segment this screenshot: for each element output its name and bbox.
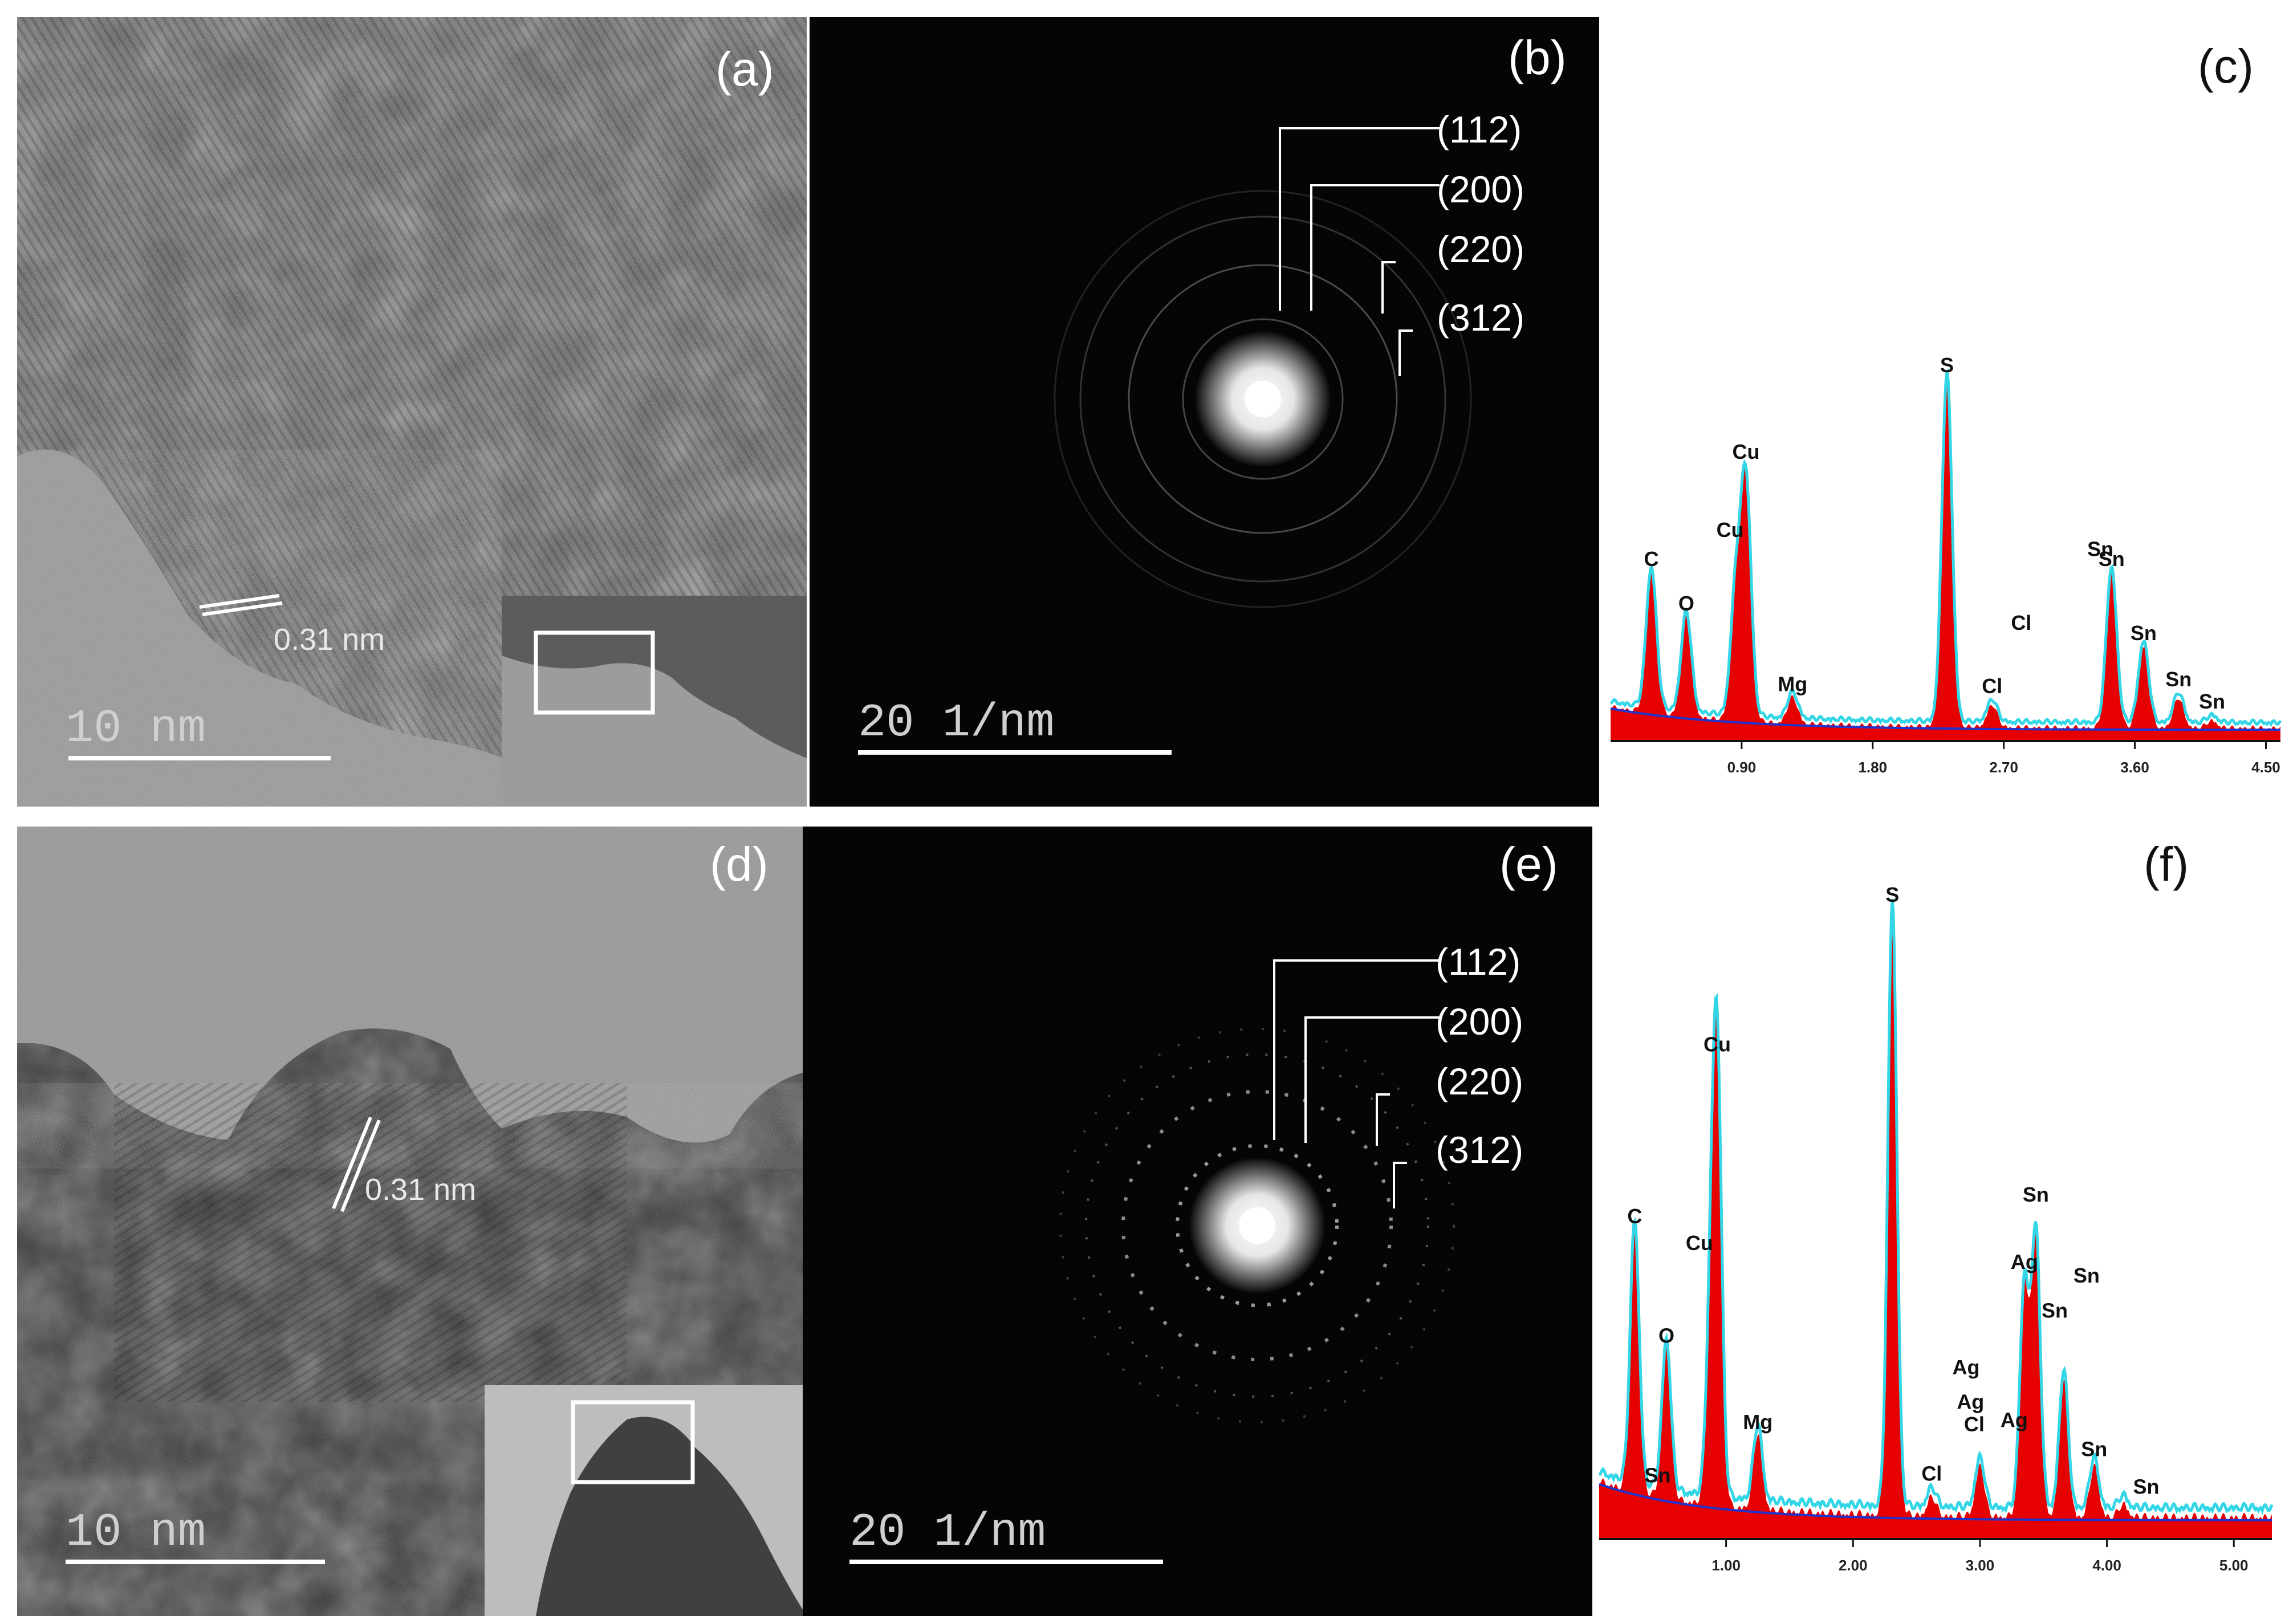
panel-a-letter: (a) [715, 42, 774, 96]
panel-d-lattice-label: 0.31 nm [365, 1173, 476, 1207]
panel-e-saed-pattern: (112) (200) (220) (312) 20 1/nm (e) [803, 827, 1592, 1616]
panel-e-ring-220-leader [1376, 1093, 1390, 1146]
panel-f-x-tick-label: 4.00 [2092, 1557, 2121, 1574]
panel-a-lattice-line [199, 594, 280, 609]
panel-c-peak-label: Sn [2099, 547, 2125, 571]
panel-a-scale-label: 10 nm [66, 702, 206, 755]
panel-c-peak-label: Cu [1717, 518, 1744, 542]
panel-c-peak-label: Mg [1778, 673, 1807, 696]
panel-f-peak-label: Sn [2133, 1475, 2160, 1499]
panel-a-inset-box [534, 630, 655, 715]
panel-c-peak-label: Sn [2131, 621, 2157, 645]
panel-f-x-tick-label: 3.00 [1966, 1557, 1995, 1574]
panel-d-letter: (d) [710, 837, 769, 891]
panel-b-ring-112-leader [1279, 127, 1440, 311]
panel-f-peak-label: Sn [2023, 1183, 2049, 1206]
panel-a-lattice-label: 0.31 nm [274, 622, 385, 657]
panel-f-peak-label: S [1885, 883, 1899, 906]
panel-c-peak-label: S [1940, 353, 1954, 377]
panel-b-ring-112: (112) [1437, 108, 1522, 150]
panel-f-peak-label: Ag [2001, 1408, 2028, 1431]
panel-f-peak-label: O [1658, 1324, 1674, 1348]
panel-c-spectrum-fill [1611, 377, 2280, 741]
panel-f-spectrum-fill [1599, 908, 2272, 1539]
panel-c-spectrum-line [1610, 368, 2282, 727]
panel-f-letter: (f) [2144, 837, 2189, 891]
panel-c-x-tick-label: 3.60 [2120, 759, 2149, 776]
panel-f-peak-label: Cl [1964, 1413, 1985, 1436]
panel-d-scale-label: 10 nm [66, 1506, 206, 1559]
panel-f-peak-label: Ag [1957, 1390, 1984, 1414]
panel-c-x-tick-label: 0.90 [1727, 759, 1757, 776]
panel-c-peak-label: Sn [2087, 538, 2113, 561]
panel-b-ring-312: (312) [1437, 296, 1524, 339]
panel-c-background-line [1610, 707, 2281, 731]
panel-c-letter: (c) [2198, 39, 2254, 93]
panel-f-x-tick-label: 1.00 [1711, 1557, 1741, 1574]
panel-c-peak-label: Sn [2199, 690, 2225, 713]
panel-d-lattice-line [340, 1119, 381, 1212]
panel-c-peak-label: Cl [2011, 611, 2031, 634]
panel-f-peak-label: Cu [1704, 1032, 1731, 1056]
panel-e-letter: (e) [1499, 837, 1558, 891]
panel-b-ring-200-leader [1310, 184, 1440, 311]
panel-f-peak-label: Sn [2074, 1264, 2100, 1287]
panel-c-peak-label: O [1678, 592, 1694, 615]
panel-c-x-tick-label: 4.50 [2251, 759, 2280, 776]
panel-f-peak-label: Cu [1686, 1231, 1713, 1255]
panel-e-ring-200-leader [1304, 1016, 1440, 1143]
panel-f-peak-label: C [1627, 1204, 1642, 1228]
panel-b-saed-pattern: (112) (200) (220) (312) 20 1/nm (b) [810, 17, 1599, 807]
panel-f-spectrum-line [1598, 898, 2274, 1516]
panel-e-ring-220: (220) [1436, 1060, 1523, 1102]
panel-c-peak-label: Cl [1982, 674, 2002, 698]
panel-f-peak-label: Cl [1921, 1462, 1942, 1485]
panel-e-ring-312: (312) [1436, 1129, 1523, 1171]
panel-d-inset-box [571, 1400, 695, 1484]
panel-f-peak-label: Mg [1743, 1410, 1772, 1434]
panel-c-x-tick-label: 2.70 [1989, 759, 2018, 776]
panel-f-peak-label: Sn [2081, 1437, 2107, 1460]
panel-e-scale-label: 20 1/nm [849, 1506, 1046, 1559]
panel-f-peak-label: Ag [2011, 1250, 2038, 1273]
panel-a-lattice-line [202, 601, 283, 616]
panel-e-ring-200: (200) [1436, 1000, 1523, 1043]
panel-e-ring-112: (112) [1436, 941, 1520, 983]
panel-c-peak-label: Cu [1733, 440, 1760, 463]
panel-e-ring-312-leader [1393, 1162, 1407, 1208]
panel-f-x-tick-label: 2.00 [1839, 1557, 1868, 1574]
panel-b-scale-label: 20 1/nm [858, 697, 1054, 750]
panel-b-ring-220: (220) [1437, 228, 1524, 270]
panel-b-ring-220-leader [1381, 261, 1396, 314]
panel-b-ring-200: (200) [1437, 168, 1524, 210]
panel-f-peak-label: Sn [2042, 1299, 2068, 1322]
panel-f-x-tick-label: 5.00 [2219, 1557, 2249, 1574]
panel-f-background-line [1599, 1483, 2272, 1521]
panel-c-peak-label: C [1644, 547, 1659, 571]
panel-c-peak-label: Sn [2165, 667, 2192, 691]
panel-e-ring-112-leader [1273, 959, 1440, 1140]
panel-b-letter: (b) [1508, 31, 1567, 84]
panel-f-peak-label: Ag [1952, 1356, 1979, 1379]
panel-f-peak-label: Sn [1644, 1463, 1670, 1487]
panel-d-hrtem-image: 0.31 nm 10 nm (d) [17, 827, 807, 1616]
panel-c-eds-spectrum: 0.90 1.80 2.70 3.60 4.50COCuCuMgSClClSnSnSnS… [1610, 353, 2282, 776]
panel-a-hrtem-image: 0.31 nm 10 nm (a) [17, 17, 807, 807]
panel-d-lattice-line [332, 1116, 372, 1210]
panel-b-ring-312-leader [1398, 329, 1413, 376]
panel-c-x-tick-label: 1.80 [1858, 759, 1887, 776]
